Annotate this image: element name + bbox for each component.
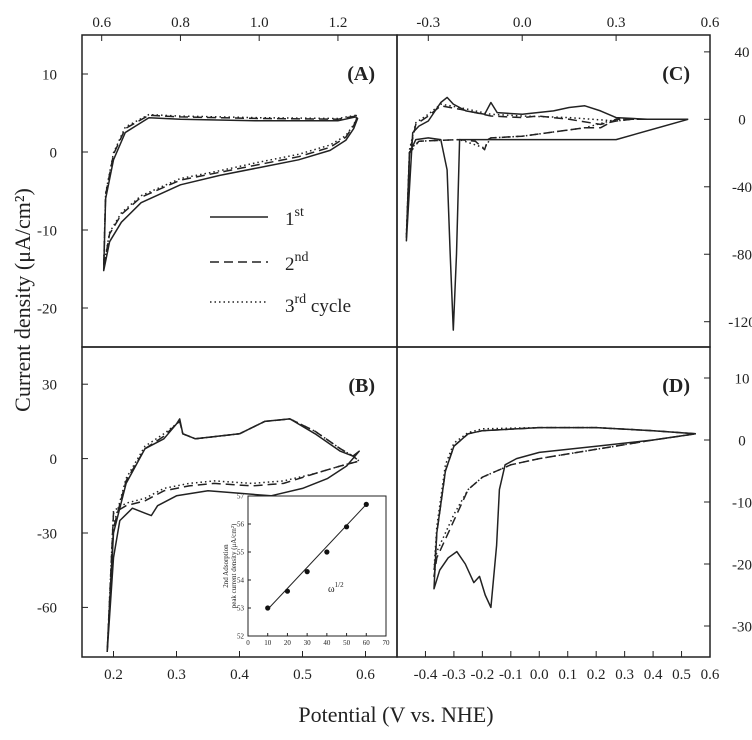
y-tick-label-a: -10	[37, 223, 57, 239]
x-tick-label-b-inset: 40	[323, 639, 331, 647]
x-tick-label-d: 0.2	[587, 667, 606, 683]
x-tick-label-d: 0.1	[558, 667, 577, 683]
x-axis-title: Potential (V vs. NHE)	[298, 702, 493, 727]
inset-point	[304, 569, 310, 575]
panel-label-d: (D)	[662, 375, 690, 397]
plot-layer: 0.6 0.8 1.0 1.2 10 0 -10 -20 0.2 0.3 0.4 0.5 0.6 30 0 -…	[37, 15, 752, 683]
y-tick-label-b-inset: 55	[237, 548, 245, 556]
x-tick-label-b: 0.2	[104, 667, 123, 683]
x-tick-label-a: 1.2	[329, 15, 348, 31]
series-line-a-dotted	[102, 113, 359, 267]
x-tick-label-d: 0.5	[672, 667, 691, 683]
y-axis-title: Current density (μA/cm²)	[10, 188, 35, 412]
x-tick-label-a: 1.0	[250, 15, 269, 31]
x-tick-label-b: 0.5	[293, 667, 312, 683]
inset-point	[363, 501, 369, 507]
x-tick-label-a: 0.6	[92, 15, 111, 31]
x-tick-label-d: 0.4	[644, 667, 663, 683]
x-tick-label-b: 0.6	[356, 667, 375, 683]
y-tick-label-b-inset: 56	[237, 520, 245, 528]
inset-x-label: ω1/2	[328, 581, 344, 595]
y-tick-label-d: 0	[738, 433, 746, 449]
x-tick-label-b-inset: 20	[284, 639, 292, 647]
x-tick-label-d: -0.3	[442, 667, 466, 683]
x-axis-title-text: Potential (V vs. NHE)	[298, 702, 493, 727]
legend-label-3rd: 3rd cycle	[285, 292, 351, 317]
inset-point	[265, 605, 271, 611]
legend-label-2nd: 2nd	[285, 250, 309, 275]
x-tick-label-c: -0.3	[416, 15, 440, 31]
y-tick-label-d: -20	[732, 557, 752, 573]
inset-y-label-line2: peak current density (μA/cm²)	[230, 523, 238, 608]
inset-point	[284, 588, 291, 594]
x-tick-label-c: 0.3	[607, 15, 626, 31]
y-tick-label-c: -40	[732, 180, 752, 196]
series-line-d-dotted	[433, 426, 696, 571]
series-line-b-dashed	[106, 418, 360, 653]
y-tick-label-b-inset: 54	[237, 576, 245, 584]
y-tick-label-c: 0	[738, 113, 746, 129]
y-tick-label-b: -60	[37, 601, 57, 617]
x-tick-label-a: 0.8	[171, 15, 190, 31]
x-tick-label-d: -0.1	[499, 667, 523, 683]
x-tick-label-b-inset: 30	[304, 639, 312, 647]
legend-label-1st: 1st	[285, 205, 304, 230]
x-tick-label-b: 0.4	[230, 667, 249, 683]
series-line-a-dashed	[102, 114, 359, 269]
y-tick-label-c: -80	[732, 247, 752, 263]
inset-point	[343, 524, 350, 530]
inset-frame	[247, 495, 387, 637]
inset-point	[324, 549, 330, 555]
x-tick-label-b-inset: 50	[343, 639, 351, 647]
y-tick-label-b: 30	[42, 377, 57, 393]
x-tick-label-d: 0.3	[615, 667, 634, 683]
y-tick-label-b: -30	[37, 526, 57, 542]
x-tick-label-c: 0.6	[701, 15, 720, 31]
x-tick-label-b-inset: 70	[383, 639, 391, 647]
y-tick-label-d: -30	[732, 619, 752, 635]
x-tick-label-b-inset: 60	[363, 639, 371, 647]
y-tick-label-a: 10	[42, 67, 57, 83]
y-tick-label-d: 10	[735, 371, 750, 387]
x-tick-label-d: -0.4	[414, 667, 438, 683]
y-tick-label-b-inset: 53	[237, 604, 245, 612]
y-tick-label-a: -20	[37, 301, 57, 317]
series-line-a-solid	[102, 116, 359, 272]
y-tick-label-c: -120	[728, 315, 752, 331]
x-tick-label-d: -0.2	[470, 667, 494, 683]
inset-y-label: 2nd Adsorption	[222, 544, 230, 588]
x-tick-label-d: 0.0	[530, 667, 549, 683]
series-line-c-solid	[405, 96, 689, 331]
inset-fit-line	[267, 504, 367, 610]
x-tick-label-b-inset: 0	[246, 639, 250, 647]
panel-label-b: (B)	[348, 375, 375, 397]
y-tick-label-b: 0	[50, 452, 58, 468]
y-tick-label-b-inset: 57	[237, 492, 245, 500]
y-tick-label-a: 0	[50, 145, 58, 161]
legend: 1st 2nd 3rd cycle	[210, 205, 351, 317]
panel-label-c: (C)	[662, 63, 690, 85]
panel-label-a: (A)	[347, 63, 375, 85]
x-tick-label-d: 0.6	[701, 667, 720, 683]
y-tick-label-d: -10	[732, 495, 752, 511]
y-tick-label-b-inset: 52	[237, 632, 245, 640]
x-tick-label-c: 0.0	[513, 15, 532, 31]
x-tick-label-b-inset: 10	[264, 639, 272, 647]
y-tick-label-c: 40	[735, 45, 750, 61]
x-tick-label-b: 0.3	[167, 667, 186, 683]
